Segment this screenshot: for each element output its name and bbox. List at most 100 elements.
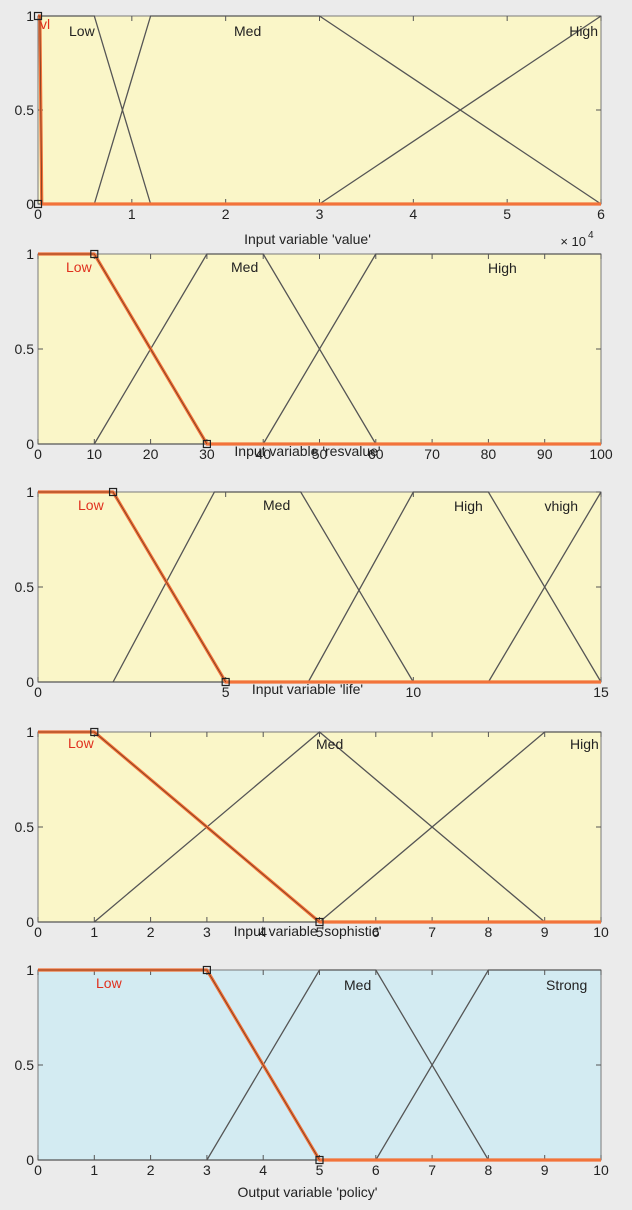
x-tick-label: 0 <box>34 1162 42 1178</box>
x-axis-label: Input variable 'value' <box>244 231 371 247</box>
series-line-highlighted-core <box>38 731 320 923</box>
x-tick-label: 3 <box>316 206 324 222</box>
y-tick-label: 1 <box>26 484 34 500</box>
series-name-label: Strong <box>546 977 587 993</box>
series-name-label: Med <box>234 23 261 39</box>
x-tick-label: 60 <box>368 446 384 462</box>
x-tick-label: 90 <box>537 446 553 462</box>
series-name-label: Med <box>344 977 371 993</box>
mf-marker <box>33 199 43 209</box>
series-line <box>319 15 602 205</box>
x-tick-label: 1 <box>128 206 136 222</box>
x-tick-label: 6 <box>372 924 380 940</box>
series-name-label: Med <box>316 736 343 752</box>
x-axis-label: Output variable 'policy' <box>238 1184 378 1200</box>
x-tick-label: 8 <box>485 924 493 940</box>
x-tick-label: 3 <box>203 1162 211 1178</box>
x-tick-label: 2 <box>147 924 155 940</box>
mf-marker <box>221 677 230 687</box>
x-tick-label: 6 <box>597 206 605 222</box>
x-tick-label: 10 <box>406 684 422 700</box>
x-tick-label: 5 <box>316 1162 324 1178</box>
x-tick-label: 15 <box>593 684 609 700</box>
x-tick-label: 0 <box>34 684 42 700</box>
y-tick-label: 1 <box>26 8 34 24</box>
series-name-label: Low <box>69 23 96 39</box>
x-axis-label: Input variable 'resvalue' <box>234 443 380 459</box>
series-name-label: Low <box>78 497 105 513</box>
series-name-label: High <box>488 260 517 276</box>
series-line-highlighted-core <box>38 15 43 205</box>
x-tick-label: 4 <box>259 1162 267 1178</box>
x-tick-label: 9 <box>541 924 549 940</box>
mf-marker <box>108 487 118 497</box>
x-tick-label: 0 <box>34 446 42 462</box>
x-multiplier: × 10 <box>560 234 586 249</box>
x-tick-label: 10 <box>593 1162 609 1178</box>
y-tick-label: 0 <box>26 914 34 930</box>
plot-area <box>37 15 602 205</box>
x-tick-label: 40 <box>255 446 271 462</box>
x-tick-label: 10 <box>87 446 103 462</box>
series-line <box>38 15 152 205</box>
y-tick-label: 0.5 <box>15 1057 35 1073</box>
y-tick-label: 0.5 <box>15 341 35 357</box>
x-tick-label: 5 <box>222 684 230 700</box>
series-line <box>93 731 546 923</box>
series-name-label: Low <box>66 259 93 275</box>
y-tick-label: 0 <box>26 196 34 212</box>
y-tick-label: 0 <box>26 674 34 690</box>
y-tick-label: 0.5 <box>15 102 35 118</box>
series-line <box>375 969 601 1161</box>
y-tick-label: 1 <box>26 246 34 262</box>
chart-panel-4: 0 1 2 3 4 5 6 7 8 9 10 0 0.5 1 Low Med High Input variabl… <box>15 724 609 940</box>
x-tick-label: 4 <box>259 924 267 940</box>
x-tick-label: 1 <box>90 924 98 940</box>
x-tick-label: 70 <box>424 446 440 462</box>
y-tick-label: 1 <box>26 724 34 740</box>
plot-area <box>37 491 602 683</box>
series-name-label: High <box>569 23 598 39</box>
x-tick-label: 5 <box>316 924 324 940</box>
series-line-highlighted-core <box>38 253 208 445</box>
chart-panel-1: 0 1 2 3 4 5 6 0 0.5 1 vl Low Med High Input variable '… <box>15 8 606 249</box>
x-tick-label: 0 <box>34 924 42 940</box>
mf-marker <box>90 727 99 737</box>
series-line <box>319 731 601 923</box>
y-tick-label: 1 <box>26 962 34 978</box>
x-tick-label: 30 <box>199 446 215 462</box>
series-name-label: Low <box>96 975 123 991</box>
series-name-label: Med <box>263 497 290 513</box>
x-tick-label: 5 <box>503 206 511 222</box>
x-axis-label: Input variable 'sophistic' <box>234 923 382 939</box>
mf-marker <box>315 1155 324 1165</box>
x-tick-label: 1 <box>90 1162 98 1178</box>
x-tick-label: 7 <box>428 1162 436 1178</box>
series-line <box>487 491 602 683</box>
series-line <box>262 253 601 445</box>
x-axis-label: Input variable 'life' <box>252 681 363 697</box>
series-name-label: vl <box>40 16 50 32</box>
x-tick-label: 2 <box>222 206 230 222</box>
x-tick-label: 7 <box>428 924 436 940</box>
mf-marker <box>315 917 324 927</box>
chart-panel-5: 0 1 2 3 4 5 6 7 8 9 10 0 0.5 1 Low Med Strong Output vari… <box>15 962 609 1200</box>
chart-panel-2: 0 10 20 30 40 50 60 70 80 90 100 0 0.5 1 Low Med High Inp… <box>15 246 613 462</box>
series-name-label: vhigh <box>545 498 578 514</box>
x-tick-label: 6 <box>372 1162 380 1178</box>
x-tick-label: 80 <box>481 446 497 462</box>
mf-marker <box>90 249 99 259</box>
x-tick-label: 10 <box>593 924 609 940</box>
plot-area <box>37 731 602 923</box>
y-tick-label: 0.5 <box>15 819 35 835</box>
plot-area <box>37 969 602 1161</box>
series-name-label: Med <box>231 259 258 275</box>
series-line-highlighted-core <box>38 969 320 1161</box>
x-tick-label: 20 <box>143 446 159 462</box>
x-multiplier-exponent: 4 <box>588 230 594 241</box>
series-line-highlighted-core <box>38 491 227 683</box>
y-tick-label: 0 <box>26 1152 34 1168</box>
y-tick-label: 0 <box>26 436 34 452</box>
series-name-label: High <box>454 498 483 514</box>
